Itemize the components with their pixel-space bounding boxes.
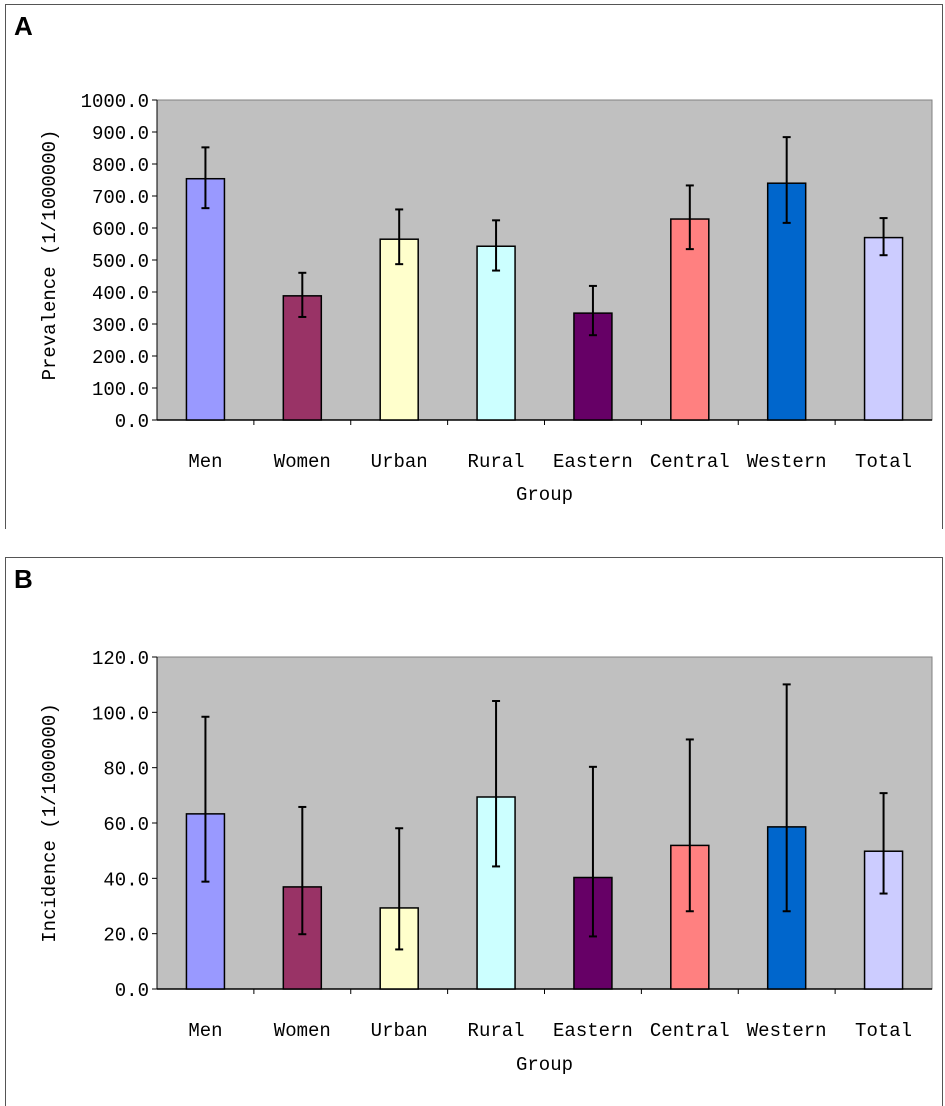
bar-total (863, 236, 904, 421)
plot-area (156, 99, 933, 421)
y-tick-label: 1000.0 (81, 91, 149, 113)
x-tick-label: Urban (371, 1020, 428, 1042)
bar-rural (476, 245, 516, 421)
y-tick-label: 100.0 (92, 379, 149, 401)
y-tick-label: 300.0 (92, 315, 149, 337)
y-tick-label: 200.0 (92, 347, 149, 369)
x-tick-label: Rural (468, 451, 525, 473)
x-tick-label: Western (747, 451, 827, 473)
bar-men (185, 177, 226, 421)
x-axis-label: Group (516, 1054, 573, 1076)
panel-a: A (5, 4, 943, 529)
y-tick-label: 500.0 (92, 251, 149, 273)
y-tick-label: 100.0 (92, 703, 149, 725)
y-axis-label: Incidence (1/1000000) (39, 703, 61, 942)
x-tick-label: Rural (468, 1020, 525, 1042)
x-tick-label: Western (747, 1020, 827, 1042)
panel-b: B (5, 557, 943, 1106)
x-tick-label: Men (188, 1020, 222, 1042)
x-tick-label: Central (650, 1020, 730, 1042)
y-tick-label: 0.0 (115, 411, 149, 433)
x-tick-label: Central (650, 451, 730, 473)
y-tick-label: 120.0 (92, 648, 149, 670)
y-tick-label: 60.0 (103, 814, 149, 836)
x-tick-label: Eastern (553, 1020, 633, 1042)
y-tick-label: 0.0 (115, 980, 149, 1002)
bar-central (670, 218, 710, 421)
x-axis-label: Group (516, 484, 573, 506)
bar-urban (379, 238, 419, 421)
x-tick-label: Women (274, 1020, 331, 1042)
y-tick-label: 700.0 (92, 187, 149, 209)
y-tick-label: 900.0 (92, 123, 149, 145)
y-axis-label: Prevalence (1/1000000) (39, 130, 61, 381)
x-tick-label: Eastern (553, 451, 633, 473)
y-tick-label: 600.0 (92, 219, 149, 241)
x-tick-label: Total (855, 1020, 912, 1042)
x-tick-label: Women (274, 451, 331, 473)
y-tick-label: 40.0 (103, 869, 149, 891)
y-tick-label: 80.0 (103, 759, 149, 781)
x-tick-label: Men (188, 451, 222, 473)
y-tick-label: 800.0 (92, 155, 149, 177)
x-tick-label: Urban (371, 451, 428, 473)
x-tick-label: Total (855, 451, 912, 473)
panel-label-a: A (14, 11, 33, 41)
y-tick-label: 400.0 (92, 283, 149, 305)
plot-area (156, 656, 933, 990)
y-tick-label: 20.0 (103, 925, 149, 947)
panel-label-b: B (14, 564, 33, 594)
